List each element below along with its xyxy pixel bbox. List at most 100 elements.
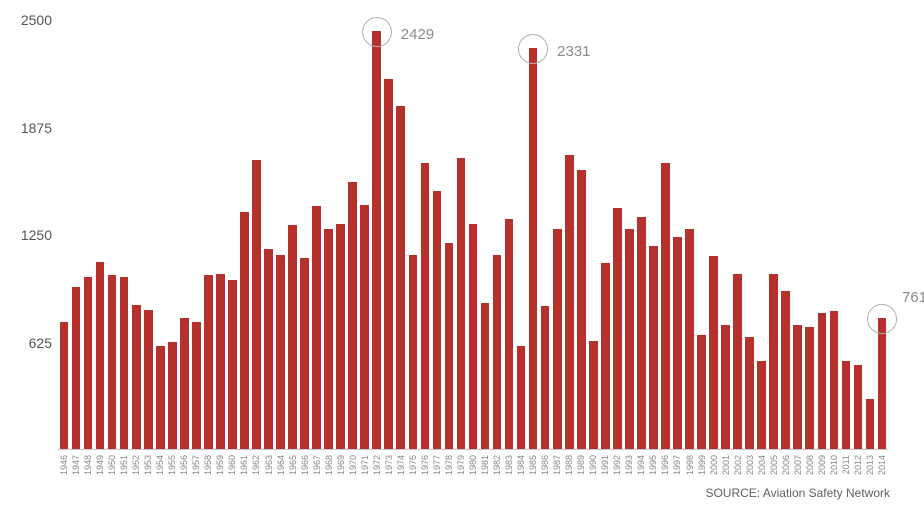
bar [854, 365, 863, 449]
x-tick-label: 2002 [733, 455, 743, 475]
bar [517, 346, 526, 449]
x-tick-label: 1978 [444, 455, 454, 475]
x-tick-label: 1961 [239, 455, 249, 475]
x-tick-label: 2006 [781, 455, 791, 475]
bar [144, 310, 153, 449]
x-tick-label: 2013 [865, 455, 875, 475]
x-tick-label: 1946 [59, 455, 69, 475]
x-tick-label: 1987 [552, 455, 562, 475]
x-tick-label: 2012 [853, 455, 863, 475]
x-tick-label: 1970 [348, 455, 358, 475]
bar [830, 311, 839, 449]
bar [733, 274, 742, 449]
x-tick-label: 1968 [324, 455, 334, 475]
x-tick-label: 2014 [877, 455, 887, 475]
bar [878, 318, 887, 449]
x-tick-label: 1963 [264, 455, 274, 475]
source-attribution: SOURCE: Aviation Safety Network [705, 486, 890, 500]
bar [384, 79, 393, 449]
callout-label: 761 [902, 289, 924, 306]
bar [336, 224, 345, 449]
bar [288, 225, 297, 449]
x-tick-label: 2009 [817, 455, 827, 475]
x-tick-label: 1994 [636, 455, 646, 475]
bar [96, 262, 105, 449]
x-tick-label: 1967 [312, 455, 322, 475]
bar [228, 280, 237, 449]
y-tick-label: 2500 [21, 12, 52, 28]
bar [529, 48, 538, 449]
bar [433, 191, 442, 449]
bar-chart: 625125018752500 194619471948194919501951… [0, 0, 924, 520]
bar [541, 306, 550, 449]
bar [469, 224, 478, 449]
x-tick-label: 1949 [95, 455, 105, 475]
bar [168, 342, 177, 449]
bar [421, 163, 430, 449]
x-tick-label: 1977 [432, 455, 442, 475]
x-tick-label: 1995 [648, 455, 658, 475]
bar [372, 31, 381, 449]
bar [577, 170, 586, 449]
bar [457, 158, 466, 449]
bar [72, 287, 81, 449]
bar [84, 277, 93, 449]
bar [637, 217, 646, 449]
bar [252, 160, 261, 449]
x-tick-label: 1952 [131, 455, 141, 475]
callout-label: 2429 [401, 26, 434, 43]
bar [866, 399, 875, 449]
x-tick-label: 1964 [276, 455, 286, 475]
x-tick-label: 1950 [107, 455, 117, 475]
bar [769, 274, 778, 449]
x-tick-label: 1985 [528, 455, 538, 475]
bar [697, 335, 706, 449]
x-tick-label: 1948 [83, 455, 93, 475]
x-tick-label: 1989 [576, 455, 586, 475]
bar [60, 322, 69, 449]
bar [553, 229, 562, 449]
bar [589, 341, 598, 449]
x-tick-label: 1971 [360, 455, 370, 475]
bar [409, 255, 418, 449]
x-tick-label: 1962 [251, 455, 261, 475]
x-tick-label: 1980 [468, 455, 478, 475]
x-tick-label: 2004 [757, 455, 767, 475]
callout-label: 2331 [557, 43, 590, 60]
bar [781, 291, 790, 449]
x-tick-label: 1958 [203, 455, 213, 475]
x-tick-label: 1954 [155, 455, 165, 475]
x-tick-label: 1955 [167, 455, 177, 475]
bar [156, 346, 165, 449]
bar [625, 229, 634, 449]
x-tick-label: 1997 [672, 455, 682, 475]
x-tick-label: 1959 [215, 455, 225, 475]
x-tick-label: 1957 [191, 455, 201, 475]
x-tick-label: 2007 [793, 455, 803, 475]
x-tick-label: 1993 [624, 455, 634, 475]
x-tick-label: 1983 [504, 455, 514, 475]
x-tick-label: 1982 [492, 455, 502, 475]
bar [180, 318, 189, 449]
x-tick-label: 1953 [143, 455, 153, 475]
x-tick-label: 1956 [179, 455, 189, 475]
x-tick-label: 2008 [805, 455, 815, 475]
x-tick-label: 1976 [420, 455, 430, 475]
x-tick-label: 2010 [829, 455, 839, 475]
bar [396, 106, 405, 449]
x-tick-label: 2005 [769, 455, 779, 475]
bar [120, 277, 129, 449]
x-tick-label: 2000 [709, 455, 719, 475]
x-tick-label: 1951 [119, 455, 129, 475]
x-tick-label: 1986 [540, 455, 550, 475]
bar [805, 327, 814, 449]
bar [360, 205, 369, 449]
bar [204, 275, 213, 449]
bar [445, 243, 454, 449]
bar [842, 361, 851, 449]
x-tick-label: 1966 [300, 455, 310, 475]
x-tick-label: 1990 [588, 455, 598, 475]
x-tick-label: 2001 [721, 455, 731, 475]
plot-area [58, 20, 888, 450]
y-tick-label: 1875 [21, 120, 52, 136]
